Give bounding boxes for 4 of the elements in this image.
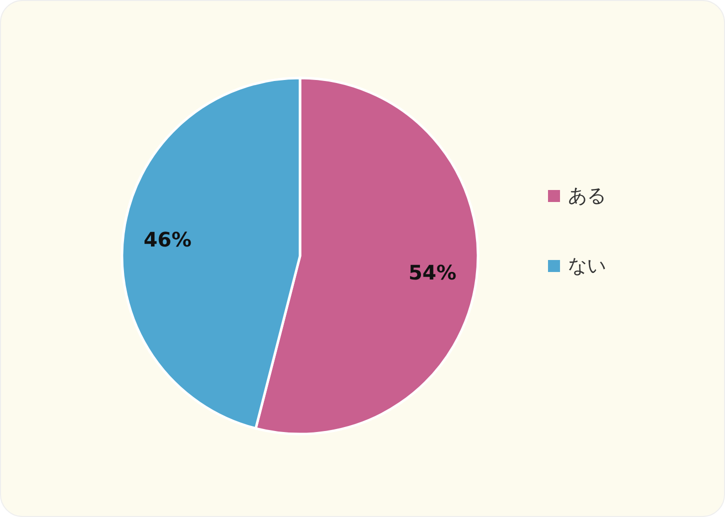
legend-label: ない — [568, 255, 606, 277]
data-label: 54% — [408, 260, 456, 285]
data-label: 46% — [144, 227, 192, 252]
legend-label: ある — [568, 185, 606, 207]
